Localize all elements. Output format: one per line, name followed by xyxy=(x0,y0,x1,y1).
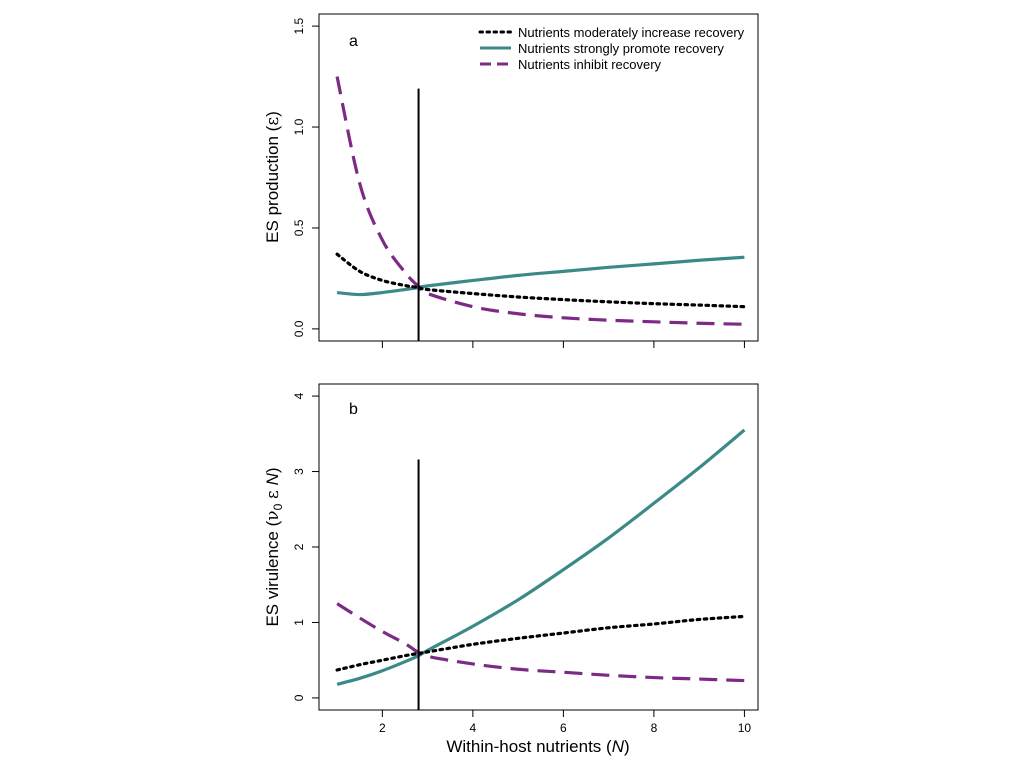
legend-label-inhibit: Nutrients inhibit recovery xyxy=(518,57,662,72)
panel-a-ytick-label: 1.0 xyxy=(292,118,306,135)
panel-b-series-moderate xyxy=(335,614,747,672)
x-axis-label: Within-host nutrients (N) xyxy=(446,737,629,756)
panel-b-series-inhibit xyxy=(336,602,745,683)
legend-label-moderate: Nutrients moderately increase recovery xyxy=(518,25,745,40)
panel-a-series-inhibit xyxy=(335,76,745,326)
panel-a-ytick-label: 1.5 xyxy=(292,17,306,34)
panel-b-xtick-label: 10 xyxy=(738,721,752,735)
legend-label-strong: Nutrients strongly promote recovery xyxy=(518,41,724,56)
panel-a-frame xyxy=(318,13,759,342)
panel-a-ylabel: ES production (ε) xyxy=(263,111,283,243)
panel-a-ytick-label: 0.5 xyxy=(292,219,306,236)
panel-b-ytick-label: 2 xyxy=(292,543,306,550)
panel-b-xtick-label: 8 xyxy=(651,721,658,735)
panel-b-xtick-label: 2 xyxy=(379,721,386,735)
panel-a: a ES production (ε) Nutrients moderately… xyxy=(263,13,759,348)
panel-a-series-moderate xyxy=(335,252,747,309)
panel-b-series-strong xyxy=(336,428,746,686)
panel-b-ytick-label: 4 xyxy=(292,392,306,399)
panel-a-series-strong xyxy=(336,255,745,297)
panel-b-ytick-label: 1 xyxy=(292,619,306,626)
panel-a-ytick-label: 0.0 xyxy=(292,320,306,337)
panel-b: b ES virulence (ν0 ε N) 2 4 6 8 10 0 1 2 3 4 xyxy=(263,383,759,735)
panel-b-xtick-label: 4 xyxy=(470,721,477,735)
legend: Nutrients moderately increase recovery N… xyxy=(478,25,745,72)
panel-a-label: a xyxy=(349,33,358,50)
panel-b-xtick-label: 6 xyxy=(560,721,567,735)
panel-b-label: b xyxy=(349,401,358,418)
panel-b-ytick-label: 0 xyxy=(292,694,306,701)
panel-b-ylabel: ES virulence (ν0 ε N) xyxy=(263,467,285,626)
panel-b-ytick-label: 3 xyxy=(292,468,306,475)
